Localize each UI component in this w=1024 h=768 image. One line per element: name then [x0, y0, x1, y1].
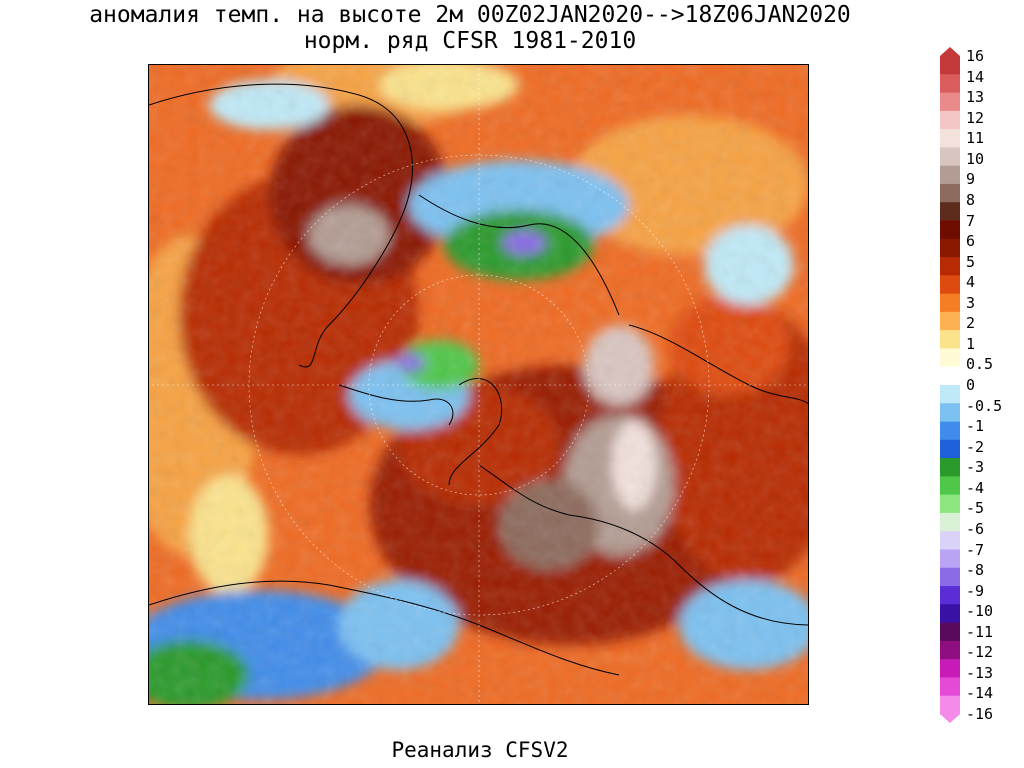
legend-tick-label: -13: [966, 663, 994, 682]
legend-swatch: [940, 330, 960, 349]
legend-tick-label: 5: [966, 252, 976, 271]
legend-tick-label: -8: [966, 561, 985, 580]
legend-swatch: [940, 531, 960, 550]
legend-tick-label: -5: [966, 499, 985, 518]
legend-tick-label: -4: [966, 478, 985, 497]
legend-tick-label: 8: [966, 190, 976, 209]
color-scale-bar: [940, 47, 960, 723]
legend-swatch: [940, 202, 960, 221]
legend-tick-label: -0.5: [966, 396, 1003, 415]
data-source-label: Реанализ CFSV2: [391, 738, 569, 762]
legend-tick-label: 7: [966, 211, 976, 230]
legend-swatch: [940, 348, 960, 368]
legend-tick-label: 14: [966, 67, 985, 86]
legend-tick-label: 16: [966, 47, 985, 65]
legend-swatch: [940, 275, 960, 295]
legend-tick-label: -11: [966, 622, 994, 641]
map-subtitle: норм. ряд CFSR 1981-2010: [303, 28, 637, 54]
legend-swatch: [940, 366, 960, 386]
legend-swatch: [940, 257, 960, 276]
legend-swatch: [940, 183, 960, 203]
legend-swatch: [940, 695, 960, 715]
anomaly-map: [148, 64, 809, 705]
legend-swatch: [940, 220, 960, 240]
legend-swatch: [940, 74, 960, 94]
legend-swatch: [940, 567, 960, 587]
legend-swatch: [940, 677, 960, 697]
legend-swatch: [940, 311, 960, 331]
legend-arrow-bottom: [940, 714, 960, 723]
legend-tick-label: 11: [966, 129, 985, 148]
legend-tick-label: 10: [966, 149, 985, 168]
legend-swatch: [940, 494, 960, 514]
legend-tick-label: -16: [966, 705, 994, 723]
legend-swatch: [940, 92, 960, 112]
legend-tick-label: -14: [966, 684, 994, 703]
legend-tick-label: -10: [966, 602, 994, 621]
legend-swatch: [940, 604, 960, 624]
legend-swatch: [940, 640, 960, 660]
legend-swatch: [940, 659, 960, 678]
legend-swatch: [940, 439, 960, 459]
legend-swatch: [940, 403, 960, 423]
color-legend: 16 14 13 12 11 10 9 8 7 6 5 4 3 2 1 0.5 0 -0.5 -1 -2 -3 -4 -5-…: [938, 46, 1024, 726]
legend-tick-label: 0.5: [966, 355, 994, 374]
legend-tick-label: 4: [966, 273, 976, 292]
legend-swatch: [940, 56, 960, 75]
legend-swatch: [940, 622, 960, 642]
legend-swatch: [940, 421, 960, 441]
legend-arrow-top: [940, 47, 960, 56]
legend-swatch: [940, 165, 960, 185]
legend-tick-label: -7: [966, 540, 985, 559]
map-title: аномалия темп. на высоте 2м 00Z02JAN2020…: [89, 2, 851, 28]
legend-tick-label: 2: [966, 314, 976, 333]
legend-tick-label: 6: [966, 232, 976, 251]
legend-tick-label: 1: [966, 334, 976, 353]
legend-tick-label: -1: [966, 417, 985, 436]
legend-swatch: [940, 476, 960, 496]
legend-swatch: [940, 110, 960, 130]
legend-swatch: [940, 238, 960, 258]
legend-swatch: [940, 129, 960, 148]
legend-tick-label: -12: [966, 643, 994, 662]
legend-tick-label: 9: [966, 170, 976, 189]
legend-tick-label: -9: [966, 581, 985, 600]
legend-tick-label: 13: [966, 88, 985, 107]
legend-swatch: [940, 147, 960, 167]
legend-swatch: [940, 385, 960, 404]
legend-tick-label: 0: [966, 376, 976, 394]
legend-swatch: [940, 586, 960, 605]
legend-swatch: [940, 293, 960, 313]
legend-tick-label: 12: [966, 108, 985, 127]
legend-tick-label: -3: [966, 458, 985, 477]
legend-swatch: [940, 549, 960, 569]
legend-tick-label: -2: [966, 437, 985, 456]
legend-swatch: [940, 458, 960, 477]
legend-tick-label: -6: [966, 519, 985, 538]
legend-swatch: [940, 512, 960, 532]
legend-tick-label: 3: [966, 293, 976, 312]
